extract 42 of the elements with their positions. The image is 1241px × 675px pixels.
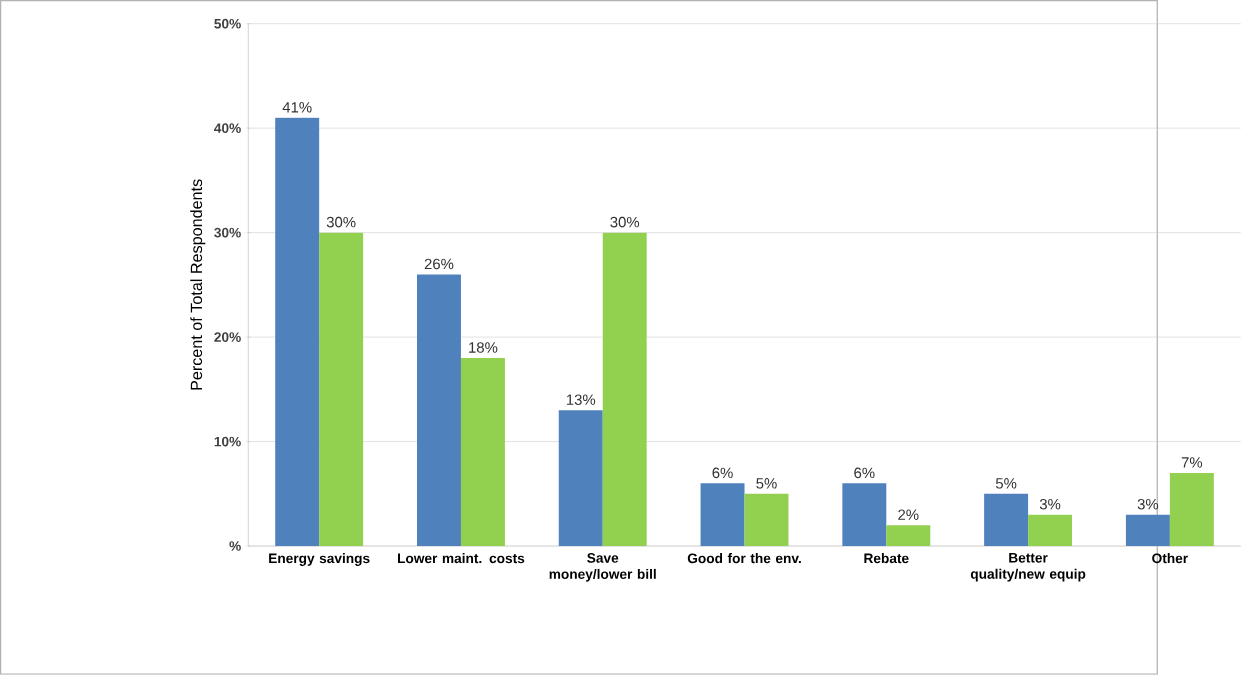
bar bbox=[1169, 473, 1214, 547]
data-label: 2% bbox=[898, 509, 919, 521]
data-label: 30% bbox=[326, 216, 356, 228]
bar bbox=[275, 117, 320, 547]
x-tick-label: Good for the env. bbox=[687, 553, 801, 564]
bar bbox=[319, 232, 364, 547]
bar bbox=[1028, 514, 1073, 547]
bar bbox=[460, 358, 505, 547]
data-label: 6% bbox=[854, 467, 875, 479]
data-label: 6% bbox=[712, 467, 733, 479]
bar bbox=[886, 525, 931, 547]
bar bbox=[417, 274, 461, 547]
data-label: 13% bbox=[566, 394, 596, 406]
data-label: 18% bbox=[469, 342, 498, 353]
data-label: 3% bbox=[1137, 499, 1159, 510]
x-tick-label: Energy savings bbox=[269, 553, 370, 567]
data-label: 3% bbox=[1039, 499, 1061, 510]
x-tick-label: Better quality/new equip bbox=[970, 553, 1086, 582]
x-tick-label: Save money/lower bill bbox=[549, 553, 656, 582]
y-tick-label: 30% bbox=[214, 227, 241, 238]
bar bbox=[558, 410, 603, 547]
y-axis-title: Percent of Total Respondents bbox=[190, 179, 206, 390]
data-label: 5% bbox=[995, 478, 1017, 489]
x-tick-label: Other bbox=[1152, 553, 1188, 564]
x-tick-label: Rebate bbox=[864, 553, 909, 564]
data-label: 41% bbox=[282, 102, 312, 113]
bar bbox=[744, 493, 789, 547]
data-label: 5% bbox=[756, 478, 777, 489]
x-tick-label: Lower maint. costs bbox=[398, 553, 525, 564]
data-label: 7% bbox=[1181, 457, 1203, 468]
bar bbox=[984, 493, 1029, 547]
y-tick-label: 40% bbox=[214, 123, 241, 134]
y-tick-label: 50% bbox=[214, 19, 241, 29]
y-tick-label: 20% bbox=[214, 332, 241, 343]
bar bbox=[842, 483, 887, 547]
bar bbox=[1125, 514, 1170, 547]
data-label: 26% bbox=[424, 258, 454, 270]
y-tick-label: % bbox=[229, 541, 241, 551]
bar bbox=[700, 483, 745, 547]
data-label: 30% bbox=[610, 216, 640, 228]
bar bbox=[602, 232, 647, 547]
y-tick-label: 10% bbox=[214, 436, 241, 447]
